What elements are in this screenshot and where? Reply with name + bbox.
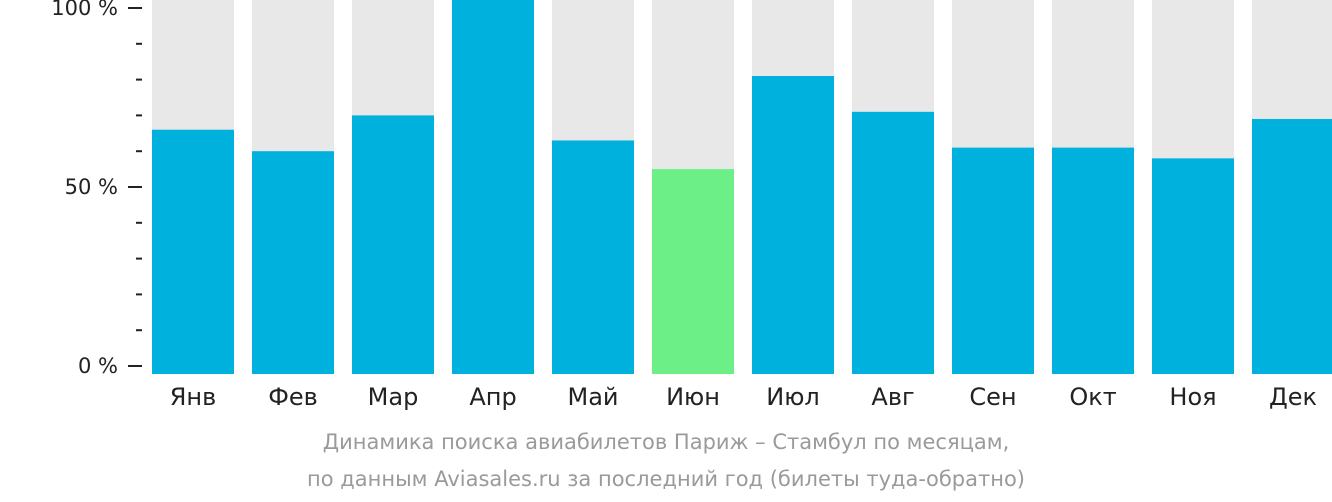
x-tick-label: Янв [170, 383, 217, 411]
x-tick-label: Авг [871, 383, 914, 411]
chart-caption-line-2: по данным Aviasales.ru за последний год … [307, 467, 1025, 491]
x-tick-label: Июн [666, 383, 720, 411]
bar-11 [1152, 158, 1234, 374]
bar-4 [452, 0, 534, 374]
bar-5 [552, 140, 634, 374]
bar-7 [752, 76, 834, 375]
bar-1 [152, 129, 234, 374]
y-tick-label: 100 % [51, 0, 118, 20]
bar-3 [352, 115, 434, 375]
bar-10 [1052, 147, 1134, 374]
bar-2 [252, 151, 334, 374]
x-tick-label: Дек [1269, 383, 1317, 411]
bar-6 [652, 169, 734, 374]
x-tick-label: Июл [766, 383, 820, 411]
y-tick-label: 50 % [65, 175, 118, 199]
x-tick-label: Окт [1069, 383, 1116, 411]
bar-8 [852, 111, 934, 374]
chart-caption-line-1: Динамика поиска авиабилетов Париж – Стам… [322, 430, 1010, 454]
x-tick-label: Мар [368, 383, 419, 411]
bar-12 [1252, 118, 1332, 374]
x-tick-label: Фев [268, 383, 318, 411]
bar-9 [952, 147, 1034, 374]
x-tick-label: Ноя [1169, 383, 1216, 411]
y-tick-label: 0 % [78, 354, 118, 378]
x-tick-label: Май [567, 383, 618, 411]
x-tick-label: Апр [469, 383, 516, 411]
x-tick-label: Сен [969, 383, 1016, 411]
